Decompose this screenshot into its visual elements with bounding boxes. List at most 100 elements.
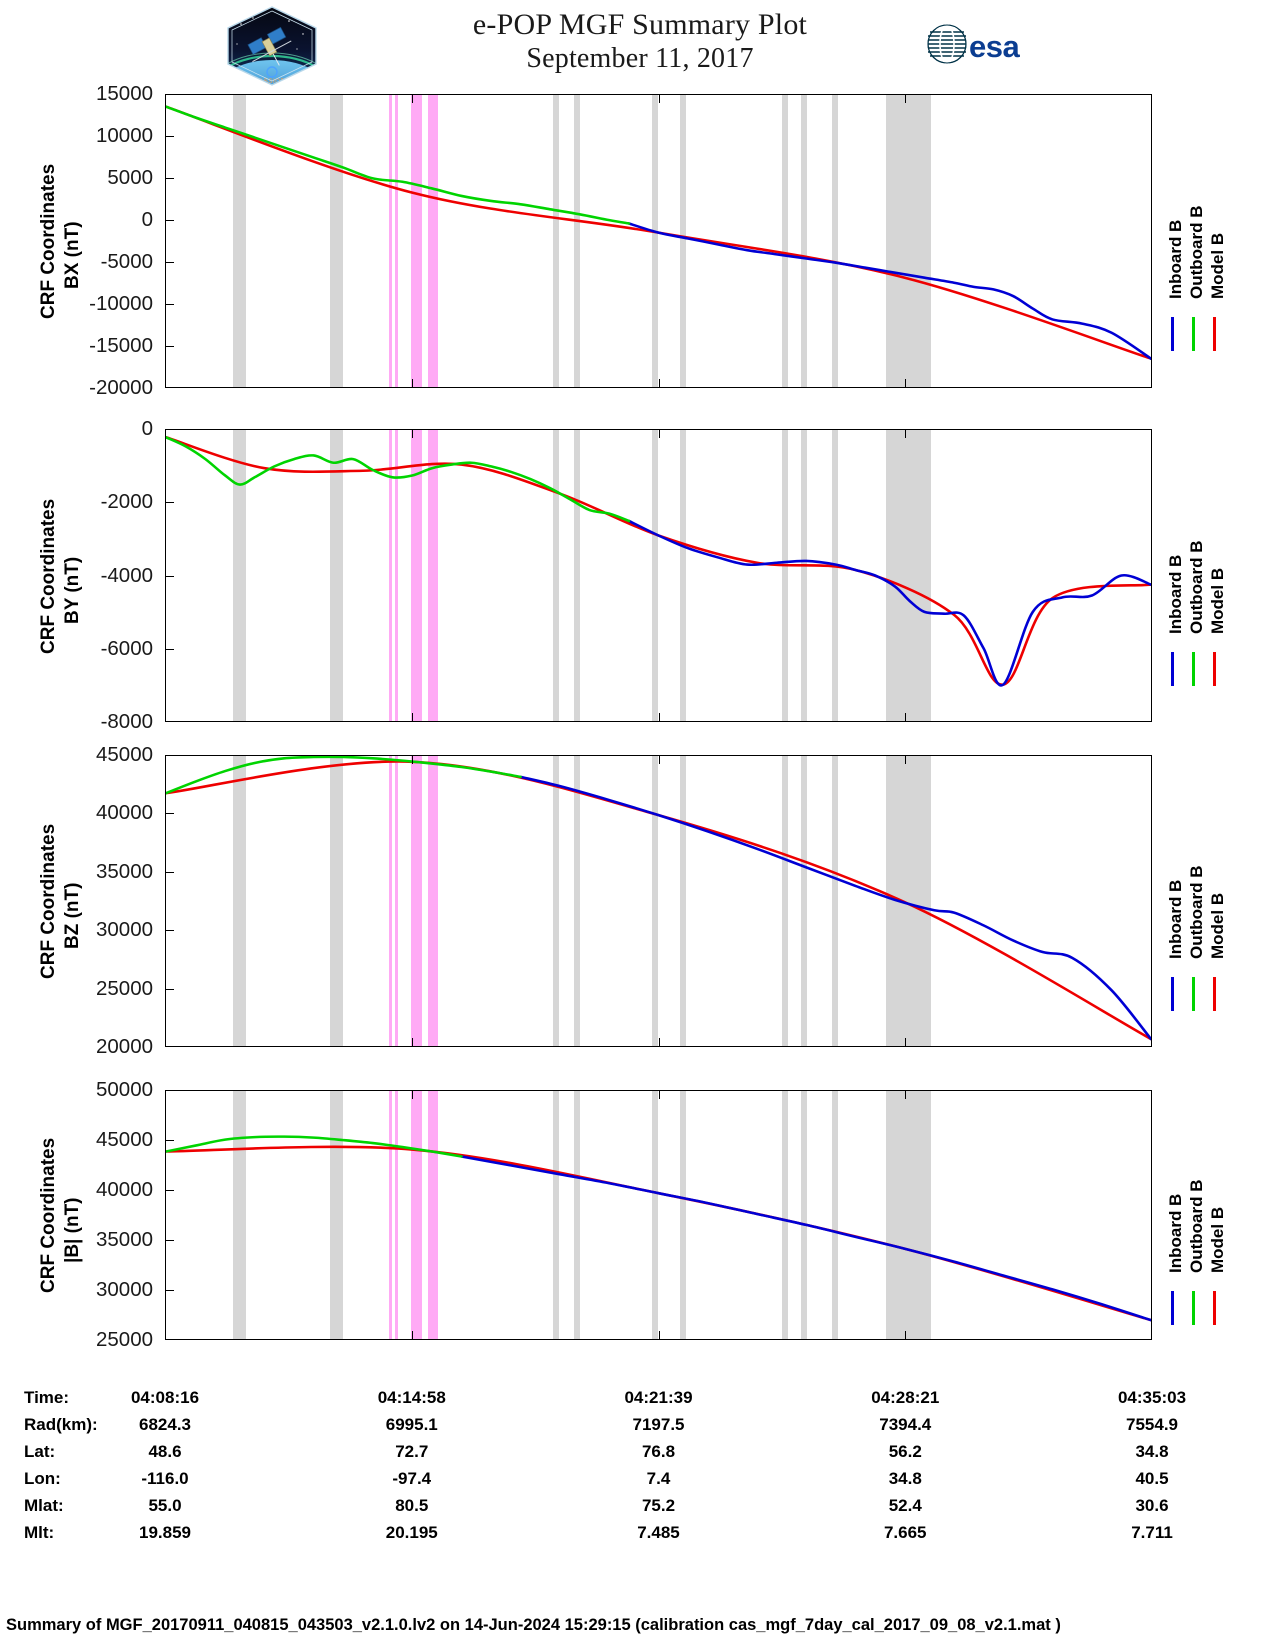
shaded-band-gray xyxy=(232,1091,246,1339)
legend-label-inboard-b: Inboard B xyxy=(1166,1193,1185,1273)
y-tick-mark xyxy=(165,575,174,577)
shaded-band-pink xyxy=(389,756,393,1046)
y-tick-mark xyxy=(165,178,174,179)
y-tick-mark xyxy=(165,648,174,650)
shaded-band-gray xyxy=(680,1091,687,1339)
y-tick-label: 35000 xyxy=(95,859,153,883)
table-cell: 04:08:16 xyxy=(130,1388,200,1407)
y-tick-label: 25000 xyxy=(95,976,153,1000)
shaded-band-gray xyxy=(801,95,808,387)
table-row: Rad(km): 6824.3 6995.1 7197.5 7394.4 7554.9 xyxy=(0,1415,1275,1442)
panel-by: 0 -2000 -4000 -6000 -8000 CRF Coordinates BY (… xyxy=(0,417,1275,733)
table-cell: 52.4 xyxy=(888,1496,922,1515)
shaded-band-gray xyxy=(573,430,580,721)
y-tick-label: 45000 xyxy=(95,1128,153,1151)
shaded-band-pink xyxy=(410,756,422,1046)
y-tick-label: 35000 xyxy=(95,1228,153,1251)
x-tick-mark-bottom xyxy=(411,713,413,722)
x-tick-mark-bottom xyxy=(905,713,907,722)
legend-swatch-outboard-b xyxy=(1192,651,1195,686)
esa-wordmark: esa xyxy=(969,29,1020,64)
legend-label-inboard-b: Inboard B xyxy=(1166,219,1185,299)
title-block: e-POP MGF Summary Plot September 11, 201… xyxy=(340,8,940,76)
y-axis-title-component: BZ (nT) xyxy=(62,882,83,949)
shaded-band-gray xyxy=(831,430,838,721)
traces-babs xyxy=(166,1135,1151,1322)
trace-outboard-b xyxy=(166,1135,463,1158)
shaded-band-pink xyxy=(410,95,422,387)
legend-label-model-b: Model B xyxy=(1208,1206,1227,1273)
table-cell: 34.8 xyxy=(1135,1442,1169,1461)
table-cell: 40.5 xyxy=(1135,1469,1169,1488)
plot-area-babs xyxy=(166,1091,1151,1339)
x-tick-mark-top xyxy=(905,94,907,103)
trace-inboard-b xyxy=(460,1155,1151,1322)
shaded-band-gray xyxy=(831,1091,838,1339)
shaded-band-gray xyxy=(553,95,559,387)
shaded-band-pink xyxy=(395,430,398,721)
shaded-band-gray xyxy=(651,756,658,1046)
table-row-label: Lon: xyxy=(24,1469,61,1488)
shaded-band-gray xyxy=(886,430,932,721)
legend-label-outboard-b: Outboard B xyxy=(1187,865,1206,960)
legend-swatch-outboard-b xyxy=(1192,1291,1195,1325)
y-axis-title-primary: CRF Coordinates xyxy=(38,1137,59,1293)
y-axis-title-component: BX (nT) xyxy=(62,221,83,289)
mission-patch-logo: CASSIOPE xyxy=(219,4,325,88)
y-tick-label: 30000 xyxy=(95,918,153,942)
shaded-band-gray xyxy=(781,95,788,387)
y-tick-mark xyxy=(165,1240,174,1241)
page-title: e-POP MGF Summary Plot xyxy=(472,8,808,41)
x-tick-mark-top xyxy=(411,755,413,764)
table-row-label: Mlat: xyxy=(24,1496,64,1515)
y-tick-label: -2000 xyxy=(100,490,153,514)
y-tick-label: 50000 xyxy=(95,1078,153,1101)
shaded-band-gray xyxy=(781,1091,788,1339)
legend-swatch-inboard-b xyxy=(1171,651,1174,686)
x-tick-mark-bottom xyxy=(411,1038,413,1047)
table-cell: 48.6 xyxy=(148,1442,182,1461)
table-cell: 7.665 xyxy=(883,1523,927,1542)
table-row: Mlat: 55.0 80.5 75.2 52.4 30.6 xyxy=(0,1496,1275,1523)
y-tick-label: 45000 xyxy=(95,743,153,766)
table-row: Lat: 48.6 72.7 76.8 56.2 34.8 xyxy=(0,1442,1275,1469)
legend-label-inboard-b: Inboard B xyxy=(1166,554,1185,634)
shaded-band-gray xyxy=(553,430,559,721)
table-cell: 75.2 xyxy=(641,1496,676,1515)
shaded-band-gray xyxy=(680,756,687,1046)
panel-babs: 50000 45000 40000 35000 30000 25000 CRF Coordi… xyxy=(0,1078,1275,1351)
shaded-band-gray xyxy=(330,756,344,1046)
x-tick-mark-top xyxy=(658,429,660,438)
y-tick-label: 25000 xyxy=(95,1328,153,1351)
legend-label-outboard-b: Outboard B xyxy=(1187,1179,1206,1274)
trace-model-b xyxy=(166,1145,1151,1322)
footer-note: Summary of MGF_20170911_040815_043503_v2… xyxy=(6,1616,1061,1634)
plot-frame-by xyxy=(165,429,1152,722)
mission-logo-caption: CASSIOPE xyxy=(254,79,289,85)
y-tick-label: 40000 xyxy=(95,801,153,825)
trace-outboard-b xyxy=(166,435,631,523)
y-tick-label: -5000 xyxy=(100,250,153,273)
table-cell: 7554.9 xyxy=(1126,1415,1178,1434)
shaded-band-gray xyxy=(651,430,658,721)
panel-bz: 45000 40000 35000 30000 25000 20000 CRF Coordi… xyxy=(0,743,1275,1058)
x-tick-mark-bottom xyxy=(658,1331,660,1340)
legend-label-inboard-b: Inboard B xyxy=(1166,879,1185,959)
y-tick-label: -20000 xyxy=(89,376,153,399)
x-tick-mark-top xyxy=(658,1090,660,1099)
x-tick-mark-top xyxy=(905,429,907,438)
table-cell: 19.859 xyxy=(139,1523,191,1542)
y-tick-label: 20000 xyxy=(95,1035,153,1058)
table-cell: 7.485 xyxy=(637,1523,680,1542)
y-tick-mark xyxy=(165,262,174,263)
trace-inboard-b xyxy=(519,775,1151,1041)
table-cell: 04:21:39 xyxy=(624,1388,693,1407)
y-tick-mark xyxy=(165,930,174,932)
shaded-band-gray xyxy=(232,430,246,721)
y-axis-title-primary: CRF Coordinates xyxy=(38,823,59,979)
plot-frame-bx xyxy=(165,94,1152,388)
shaded-band-pink xyxy=(427,430,439,721)
x-tick-mark-bottom xyxy=(411,379,413,388)
y-tick-mark xyxy=(165,988,174,990)
